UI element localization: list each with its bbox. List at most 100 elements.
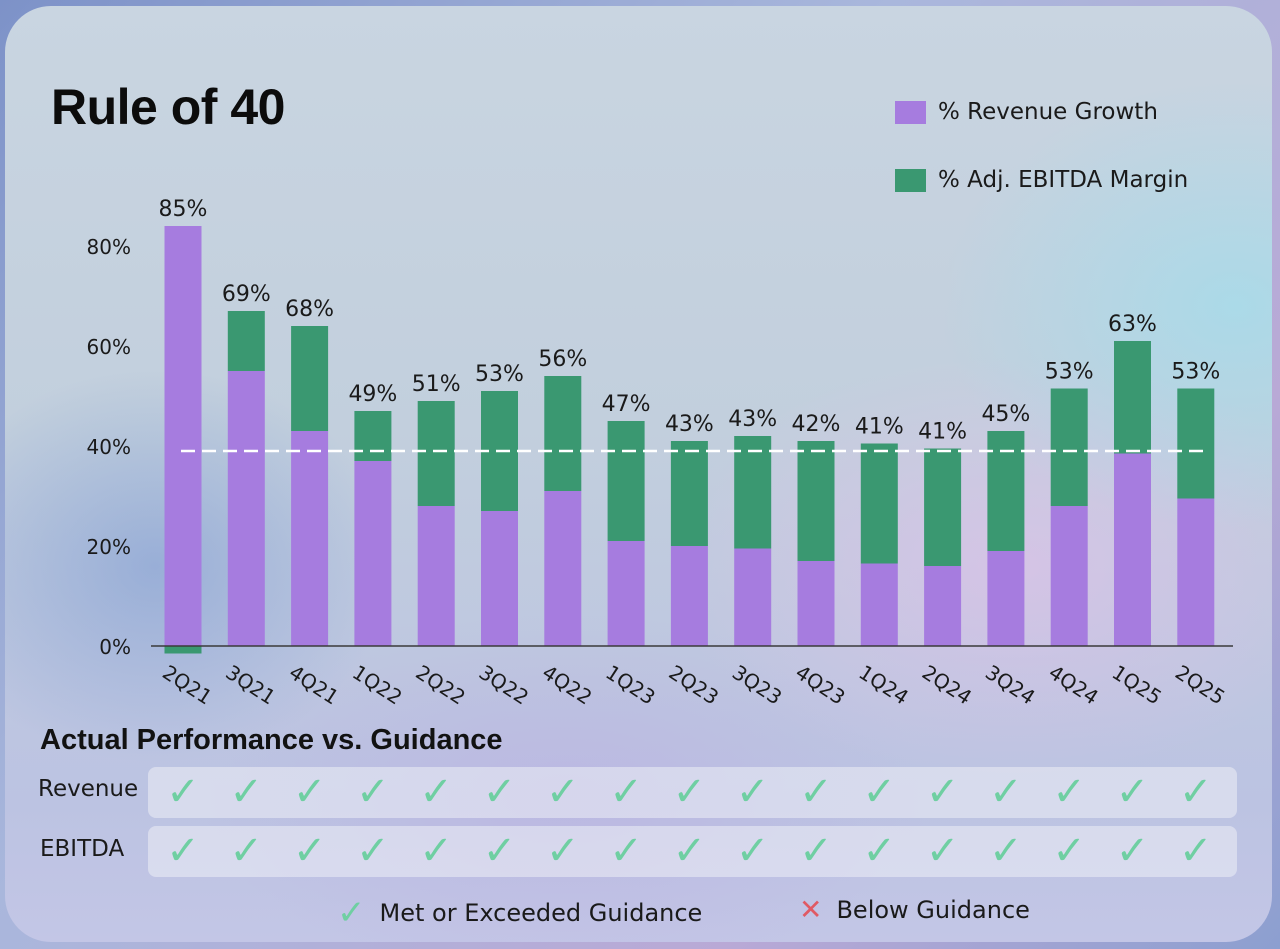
data-label: 53% <box>1045 360 1094 385</box>
data-label: 69% <box>222 282 271 307</box>
legend-revenue-label: % Revenue Growth <box>938 99 1158 125</box>
bar-ebitda-margin <box>987 431 1025 551</box>
legend-revenue: % Revenue Growth <box>895 99 1158 125</box>
bar-ebitda-margin <box>924 448 962 566</box>
data-label: 85% <box>159 197 208 222</box>
check-icon: ✓ <box>546 828 580 874</box>
bar-revenue-growth <box>734 548 772 646</box>
check-icon: ✓ <box>1179 769 1213 815</box>
check-icon: ✓ <box>229 769 264 815</box>
x-tick-label: 3Q23 <box>728 660 786 709</box>
check-icon: ✓ <box>356 769 390 815</box>
key-below-label: Below Guidance <box>836 896 1030 924</box>
check-icon: ✓ <box>419 769 453 815</box>
check-icon: ✓ <box>292 769 327 815</box>
bar-ebitda-margin <box>734 436 772 549</box>
check-icon: ✓ <box>292 828 327 874</box>
bar-ebitda-margin <box>607 421 645 541</box>
check-icon: ✓ <box>862 828 897 874</box>
check-icon: ✓ <box>1179 828 1213 874</box>
chart-title: Rule of 40 <box>51 79 285 135</box>
bar-revenue-growth <box>481 511 518 646</box>
data-label: 51% <box>412 372 461 397</box>
x-tick-label: 4Q22 <box>538 660 596 709</box>
bar-ebitda-margin <box>797 441 835 561</box>
bar-revenue-growth <box>227 371 265 646</box>
bar-ebitda-margin <box>164 646 202 654</box>
performance-section-title: Actual Performance vs. Guidance <box>40 724 503 756</box>
data-label: 53% <box>1171 360 1220 385</box>
check-icon: ✓ <box>799 828 833 874</box>
x-tick-label: 3Q24 <box>981 660 1039 709</box>
check-icon: ✓ <box>862 769 897 815</box>
check-icon: ✓ <box>1115 769 1150 815</box>
x-tick-label: 4Q24 <box>1044 660 1102 709</box>
data-label: 47% <box>602 392 651 417</box>
chart-card: Rule of 40 % Revenue Growth % Adj. EBITD… <box>5 6 1272 942</box>
ebitda-row-label: EBITDA <box>40 836 125 862</box>
check-icon: ✓ <box>735 828 770 874</box>
bar-revenue-growth <box>544 491 582 646</box>
check-icon: ✓ <box>1052 828 1086 874</box>
data-label: 56% <box>538 347 587 372</box>
data-label: 63% <box>1108 312 1157 337</box>
data-label: 49% <box>348 382 397 407</box>
bar-revenue-growth <box>670 546 708 646</box>
key-met-label: Met or Exceeded Guidance <box>379 899 703 927</box>
x-tick-label: 2Q25 <box>1171 660 1229 709</box>
check-icon: ✓ <box>419 828 453 874</box>
x-tick-label: 3Q21 <box>222 660 280 709</box>
bar-ebitda-margin <box>1050 388 1088 506</box>
data-label: 68% <box>285 297 334 322</box>
key-met: ✓ Met or Exceeded Guidance <box>337 896 702 930</box>
cross-icon: ✕ <box>799 893 823 926</box>
legend-ebitda-swatch <box>895 168 926 192</box>
data-label: 53% <box>475 362 524 387</box>
check-icon: ✓ <box>229 828 264 874</box>
check-icon: ✓ <box>672 828 707 874</box>
check-icon: ✓ <box>735 769 770 815</box>
x-tick-label: 2Q22 <box>411 660 469 709</box>
check-icon: ✓ <box>799 769 833 815</box>
check-icon: ✓ <box>989 828 1023 874</box>
check-icon: ✓ <box>609 828 643 874</box>
bar-revenue-growth <box>1050 506 1088 646</box>
check-icon: ✓ <box>546 769 580 815</box>
data-label: 43% <box>665 412 714 437</box>
check-icon: ✓ <box>482 769 517 815</box>
bar-revenue-growth <box>987 551 1025 646</box>
x-tick-label: 1Q22 <box>348 660 406 709</box>
data-label: 45% <box>981 402 1030 427</box>
bar-ebitda-margin <box>227 311 265 371</box>
ebitda-guidance-row: ✓ ✓ ✓ ✓ ✓ ✓ ✓ ✓ ✓ ✓ ✓ ✓ ✓ ✓ ✓ ✓ ✓ <box>148 826 1237 877</box>
legend-ebitda: % Adj. EBITDA Margin <box>895 167 1188 193</box>
x-tick-label: 4Q23 <box>791 660 849 709</box>
check-icon: ✓ <box>925 828 960 874</box>
check-icon: ✓ <box>1052 769 1086 815</box>
bar-revenue-growth <box>417 506 455 646</box>
bar-revenue-growth <box>860 563 898 646</box>
x-tick-label: 2Q23 <box>665 660 723 709</box>
bar-ebitda-margin <box>1177 388 1215 499</box>
revenue-row-label: Revenue <box>38 776 139 802</box>
data-label: 41% <box>855 415 904 440</box>
check-icon: ✓ <box>337 893 366 933</box>
x-tick-label: 2Q21 <box>158 660 216 709</box>
check-icon: ✓ <box>482 828 517 874</box>
x-tick-label: 4Q21 <box>285 660 343 709</box>
bar-revenue-growth <box>607 541 645 646</box>
bar-revenue-growth <box>1177 498 1215 646</box>
bar-ebitda-margin <box>417 401 455 506</box>
bar-ebitda-margin <box>354 411 392 461</box>
bar-ebitda-margin <box>670 441 708 546</box>
check-icon: ✓ <box>166 828 200 874</box>
x-tick-label: 1Q25 <box>1108 660 1166 709</box>
data-label: 43% <box>728 407 777 432</box>
y-tick-label: 20% <box>87 535 131 559</box>
x-tick-label: 2Q24 <box>918 660 976 709</box>
data-label: 41% <box>918 420 967 445</box>
bar-revenue-growth <box>1114 453 1151 646</box>
y-tick-label: 0% <box>99 635 131 659</box>
legend-revenue-swatch <box>895 100 926 124</box>
bar-revenue-growth <box>924 566 962 646</box>
